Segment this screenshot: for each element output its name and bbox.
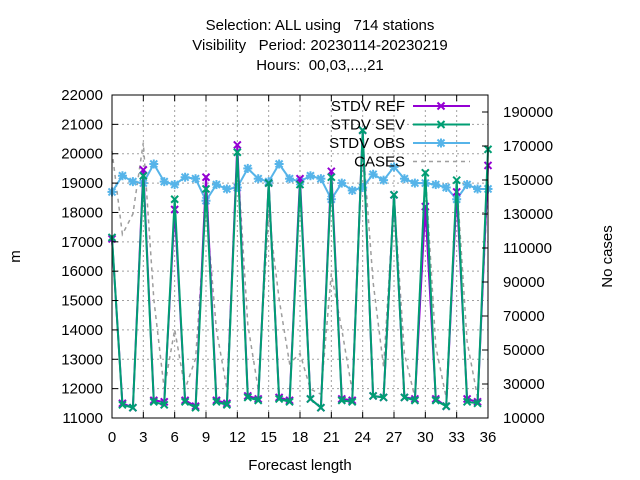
series-layer xyxy=(107,126,493,412)
y2-tick-label: 90000 xyxy=(503,274,545,291)
data-point-stdv-sev xyxy=(222,400,232,409)
data-point-stdv-sev xyxy=(452,175,461,185)
y-tick-label: 19000 xyxy=(61,175,103,192)
data-point-stdv-sev xyxy=(379,393,388,402)
chart-title-line-3: Hours: 00,03,...,21 xyxy=(256,57,384,74)
data-point-stdv-sev xyxy=(180,397,190,407)
chart-title-line-1: Selection: ALL using 714 stations xyxy=(205,17,435,34)
data-point-stdv-sev xyxy=(348,397,357,407)
legend-label-cases: CASES xyxy=(354,154,405,171)
data-point-stdv-sev xyxy=(306,394,315,404)
y-tick-label: 18000 xyxy=(61,204,103,221)
data-point-stdv-sev xyxy=(170,195,179,204)
y-tick-label: 11000 xyxy=(62,410,103,427)
y-tick-label: 14000 xyxy=(61,322,103,339)
y2-tick-label: 30000 xyxy=(503,376,545,393)
data-point-stdv-sev xyxy=(264,178,273,188)
y-tick-label: 13000 xyxy=(61,351,103,368)
y-tick-label: 17000 xyxy=(61,234,103,251)
data-point-stdv-sev xyxy=(233,148,242,157)
data-point-stdv-sev xyxy=(274,394,284,404)
x-tick-label: 27 xyxy=(386,429,403,446)
y2-axis-label: No cases xyxy=(599,225,616,288)
data-point-stdv-sev xyxy=(160,400,169,409)
x-tick-label: 36 xyxy=(480,429,497,446)
y-tick-label: 16000 xyxy=(61,263,103,280)
y2-tick-label: 150000 xyxy=(503,172,553,189)
data-point-stdv-sev xyxy=(316,403,326,412)
legend-label-stdv-sev: STDV SEV xyxy=(331,117,405,134)
y2-tick-label: 130000 xyxy=(503,206,553,223)
x-tick-label: 9 xyxy=(202,429,210,446)
x-tick-label: 30 xyxy=(417,429,434,446)
legend-item-stdv-sev: STDV SEV xyxy=(331,117,470,134)
y-tick-label: 20000 xyxy=(61,146,103,163)
y2-tick-label: 10000 xyxy=(503,410,545,427)
legend-marker-stdv-sev xyxy=(436,120,446,129)
legend-label-stdv-obs: STDV OBS xyxy=(329,135,405,152)
data-point-stdv-sev xyxy=(462,397,472,407)
data-point-stdv-sev xyxy=(337,396,346,405)
data-point-stdv-sev xyxy=(368,391,378,401)
legend-marker-stdv-ref xyxy=(436,101,446,111)
series-stdv-sev xyxy=(107,126,493,412)
data-point-stdv-sev xyxy=(212,397,221,407)
data-point-stdv-sev xyxy=(243,393,252,402)
data-point-stdv-sev xyxy=(254,396,263,405)
legend-label-stdv-ref: STDV REF xyxy=(331,98,405,115)
x-tick-label: 18 xyxy=(292,429,309,446)
data-point-stdv-sev xyxy=(358,126,367,135)
data-point-stdv-ref xyxy=(201,173,211,182)
y2-tick-label: 110000 xyxy=(503,240,552,257)
y-tick-label: 21000 xyxy=(61,116,103,133)
chart-title-line-2: Visibility Period: 20230114-20230219 xyxy=(192,37,448,54)
x-tick-label: 33 xyxy=(448,429,465,446)
data-point-stdv-sev xyxy=(139,171,148,180)
x-tick-label: 3 xyxy=(139,429,147,446)
data-point-stdv-sev xyxy=(431,396,440,405)
data-point-stdv-sev xyxy=(285,397,294,407)
data-point-stdv-sev xyxy=(295,180,305,189)
data-point-stdv-sev xyxy=(389,190,399,200)
x-tick-label: 15 xyxy=(260,429,277,446)
legend-item-stdv-ref: STDV REF xyxy=(331,98,470,115)
data-point-stdv-sev xyxy=(327,173,336,182)
x-tick-label: 24 xyxy=(354,429,371,446)
data-point-stdv-sev xyxy=(410,396,420,405)
data-point-stdv-sev xyxy=(400,393,409,402)
data-point-stdv-sev xyxy=(421,168,430,178)
axis-ticks: 0 3 6 9 12 15 18 21 24 27 30 33 36110001200013000140… xyxy=(61,87,553,446)
legend-item-cases: CASES xyxy=(354,154,470,171)
y-tick-label: 15000 xyxy=(61,293,103,310)
y-axis-label: m xyxy=(7,250,24,263)
y-tick-label: 22000 xyxy=(61,87,103,104)
data-point-stdv-sev xyxy=(128,403,138,412)
x-tick-label: 12 xyxy=(229,429,246,446)
x-tick-label: 0 xyxy=(108,429,116,446)
y2-tick-label: 50000 xyxy=(503,342,545,359)
y-tick-label: 12000 xyxy=(61,381,103,398)
data-point-stdv-sev xyxy=(118,400,127,409)
x-axis-label: Forecast length xyxy=(248,457,351,474)
legend-item-stdv-obs: STDV OBS xyxy=(329,135,470,152)
y2-tick-label: 70000 xyxy=(503,308,545,325)
data-point-stdv-sev xyxy=(473,399,482,408)
data-point-stdv-sev xyxy=(201,184,211,194)
y2-tick-label: 190000 xyxy=(503,104,553,121)
x-tick-label: 6 xyxy=(170,429,178,446)
data-point-stdv-sev xyxy=(442,402,451,411)
x-tick-label: 21 xyxy=(323,429,340,446)
data-point-stdv-ref xyxy=(233,140,242,150)
data-point-stdv-sev xyxy=(149,397,158,407)
data-point-stdv-sev xyxy=(191,403,200,412)
y2-tick-label: 170000 xyxy=(503,138,553,155)
